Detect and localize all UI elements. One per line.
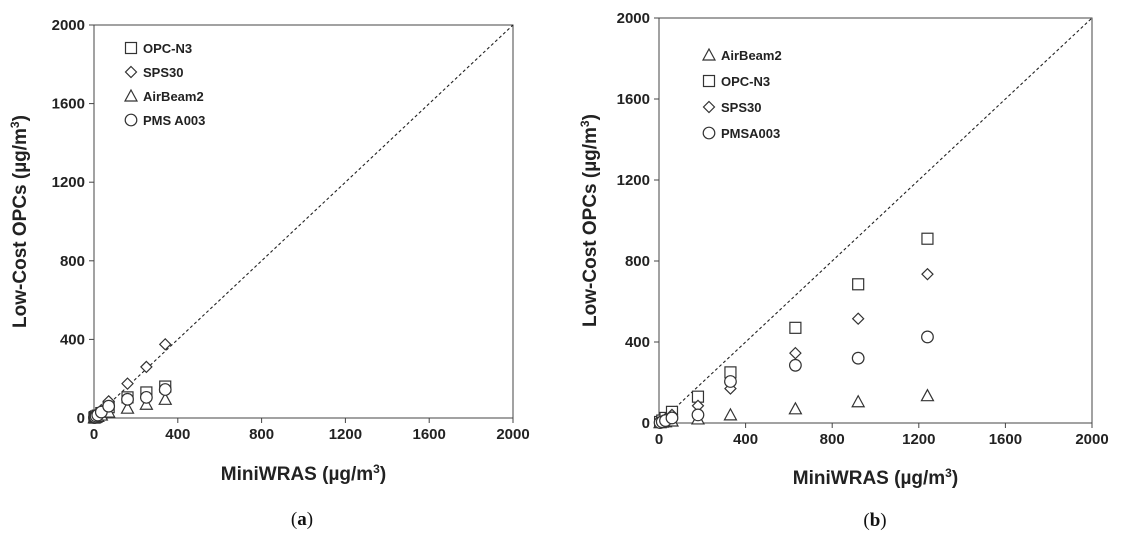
x-tick-label: 1200 (902, 431, 935, 448)
y-tick-label: 800 (60, 253, 85, 270)
x-axis-title: MiniWRAS (µg/m3) (221, 462, 386, 485)
data-point (788, 358, 802, 372)
data-point (789, 346, 802, 360)
y-tick-label: 0 (77, 410, 85, 427)
x-tick-label: 2000 (1075, 431, 1108, 448)
data-point (139, 390, 153, 404)
plot-frame (93, 24, 514, 419)
legend: OPC-N3 SPS30 AirBeam2 PMS A003 (123, 41, 205, 128)
legend: AirBeam2 OPC-N3 SPS30 PMSA003 (701, 47, 782, 141)
legend-marker (701, 47, 717, 61)
data-point (788, 401, 803, 415)
legend-marker (124, 41, 138, 55)
y-tick-label: 2000 (617, 10, 650, 27)
legend-label: SPS30 (143, 65, 183, 80)
legend-marker (702, 100, 716, 114)
y-tick-label: 400 (625, 334, 650, 351)
series-PMSA003 (653, 330, 934, 429)
legend-marker (702, 126, 716, 140)
legend-label: SPS30 (721, 100, 761, 115)
legend-label: PMSA003 (721, 126, 780, 141)
panel-caption: (a) (291, 509, 313, 530)
panel-caption: (b) (863, 510, 886, 531)
one-to-one-line (93, 24, 514, 419)
x-tick-label: 1600 (989, 431, 1022, 448)
data-point (158, 392, 173, 405)
legend-label: PMS A003 (143, 113, 205, 128)
data-point (851, 351, 865, 365)
data-point (691, 408, 705, 422)
data-point (852, 278, 865, 291)
data-point (665, 411, 679, 425)
chart-panel-b: 0 400 800 1200 1600 2000 0 400 800 1200 1600 2000 Mi… (578, 10, 1109, 531)
y-tick-label: 400 (60, 331, 85, 348)
x-tick-label: 0 (655, 431, 663, 448)
legend-label: AirBeam2 (721, 48, 782, 63)
legend-marker (702, 74, 716, 88)
y-tick-label: 1600 (617, 91, 650, 108)
series-OPC-N3 (653, 232, 934, 429)
data-point (158, 337, 172, 351)
legend-label: AirBeam2 (143, 89, 204, 104)
x-tick-label: 400 (165, 426, 190, 443)
data-point (723, 407, 738, 421)
y-tick-label: 1600 (52, 96, 85, 113)
data-point (921, 330, 934, 344)
data-point (920, 388, 935, 402)
data-point (102, 399, 116, 413)
series-SPS30 (653, 267, 934, 429)
legend-marker (123, 88, 139, 102)
x-tick-label: 1200 (329, 426, 362, 443)
data-point (121, 392, 134, 406)
y-tick-label: 0 (642, 415, 650, 432)
data-point (921, 267, 934, 281)
chart-panel-a: 0 400 800 1200 1600 2000 0 400 800 1200 1600 2000 Mi… (8, 17, 530, 530)
data-point (158, 383, 172, 396)
legend-label: OPC-N3 (143, 41, 192, 56)
x-tick-label: 800 (820, 431, 845, 448)
data-point (121, 377, 134, 390)
plot-frame (658, 17, 1093, 424)
data-point (724, 375, 737, 388)
data-point (851, 394, 866, 408)
x-tick-label: 400 (733, 431, 758, 448)
series-PMS A003 (88, 383, 172, 425)
data-point (851, 312, 865, 326)
data-point (140, 360, 153, 374)
y-axis-title: Low-Cost OPCs (µg/m3) (8, 115, 31, 328)
legend-marker (124, 65, 138, 79)
y-tick-label: 1200 (617, 172, 650, 189)
x-tick-label: 800 (249, 426, 274, 443)
data-point (120, 400, 135, 414)
x-axis-title: MiniWRAS (µg/m3) (793, 466, 958, 489)
y-tick-label: 800 (625, 253, 650, 270)
y-axis-title: Low-Cost OPCs (µg/m3) (578, 114, 601, 327)
x-tick-label: 1600 (413, 426, 446, 443)
data-point (789, 321, 802, 334)
x-tick-label: 0 (90, 426, 98, 443)
data-point (921, 232, 934, 245)
y-tick-label: 2000 (52, 17, 85, 34)
y-tick-label: 1200 (52, 174, 85, 191)
legend-marker (124, 113, 138, 127)
x-tick-label: 2000 (496, 426, 529, 443)
legend-label: OPC-N3 (721, 74, 770, 89)
